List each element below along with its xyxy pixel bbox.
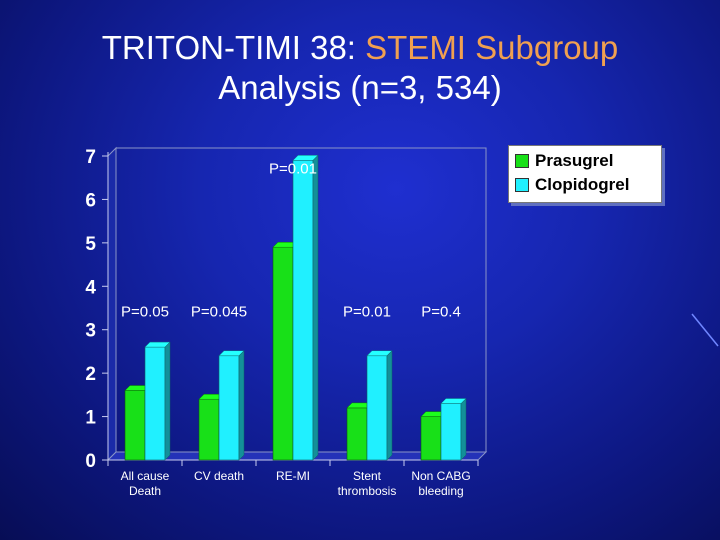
plot-side-wall <box>107 146 117 462</box>
x-tick-label-0-1: Death <box>129 484 161 498</box>
bar-clopidogrel-4 <box>440 397 467 461</box>
y-tick-label-4: 4 <box>85 277 96 298</box>
legend-swatch-prasugrel <box>515 154 529 168</box>
y-tick-label-7: 7 <box>85 147 96 168</box>
legend-item-prasugrel: Prasugrel <box>515 150 613 172</box>
bar-clopidogrel-1 <box>218 350 245 461</box>
y-tick-label-1: 1 <box>85 408 96 429</box>
x-tick-label-3-0: Stent <box>353 469 382 483</box>
decorative-streak <box>691 313 719 347</box>
x-tick-label-4-1: bleeding <box>418 484 463 498</box>
title-line-1: TRITON-TIMI 38: STEMI Subgroup <box>0 28 720 68</box>
y-tick-label-5: 5 <box>85 234 96 255</box>
x-tick-label-3-1: thrombosis <box>338 484 397 498</box>
p-value-label-4: P=0.4 <box>421 304 461 321</box>
x-tick-label-0-0: All cause <box>121 469 170 483</box>
legend-label-clopidogrel: Clopidogrel <box>535 175 630 194</box>
y-tick-label-6: 6 <box>85 190 96 211</box>
p-value-label-2: P=0.01 <box>269 160 317 177</box>
y-tick-label-3: 3 <box>85 321 96 342</box>
bar-clopidogrel-3 <box>366 350 393 461</box>
x-tick-label-2-0: RE-MI <box>276 469 310 483</box>
chart-legend: Prasugrel Clopidogrel <box>508 145 662 203</box>
title-part-2: STEMI Subgroup <box>365 29 619 66</box>
p-value-label-0: P=0.05 <box>121 304 169 321</box>
x-tick-label-1-0: CV death <box>194 469 244 483</box>
title-line-2: Analysis (n=3, 534) <box>218 69 502 106</box>
p-value-label-1: P=0.045 <box>191 304 247 321</box>
legend-label-prasugrel: Prasugrel <box>535 151 614 170</box>
bar-clopidogrel-2 <box>292 154 319 461</box>
legend-swatch-clopidogrel <box>515 178 529 192</box>
y-tick-label-0: 0 <box>85 451 96 472</box>
y-tick-label-2: 2 <box>85 364 96 385</box>
p-value-label-3: P=0.01 <box>343 304 391 321</box>
x-tick-label-4-0: Non CABG <box>411 469 470 483</box>
slide-title: TRITON-TIMI 38: STEMI Subgroup Analysis … <box>0 28 720 108</box>
legend-item-clopidogrel: Clopidogrel <box>515 174 629 196</box>
title-part-1: TRITON-TIMI 38: <box>101 29 366 66</box>
bar-clopidogrel-0 <box>144 341 171 461</box>
